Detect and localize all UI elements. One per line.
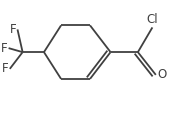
Text: F: F (2, 62, 9, 75)
Text: O: O (157, 68, 166, 81)
Text: F: F (1, 42, 8, 55)
Text: Cl: Cl (147, 13, 158, 26)
Text: F: F (10, 23, 17, 36)
